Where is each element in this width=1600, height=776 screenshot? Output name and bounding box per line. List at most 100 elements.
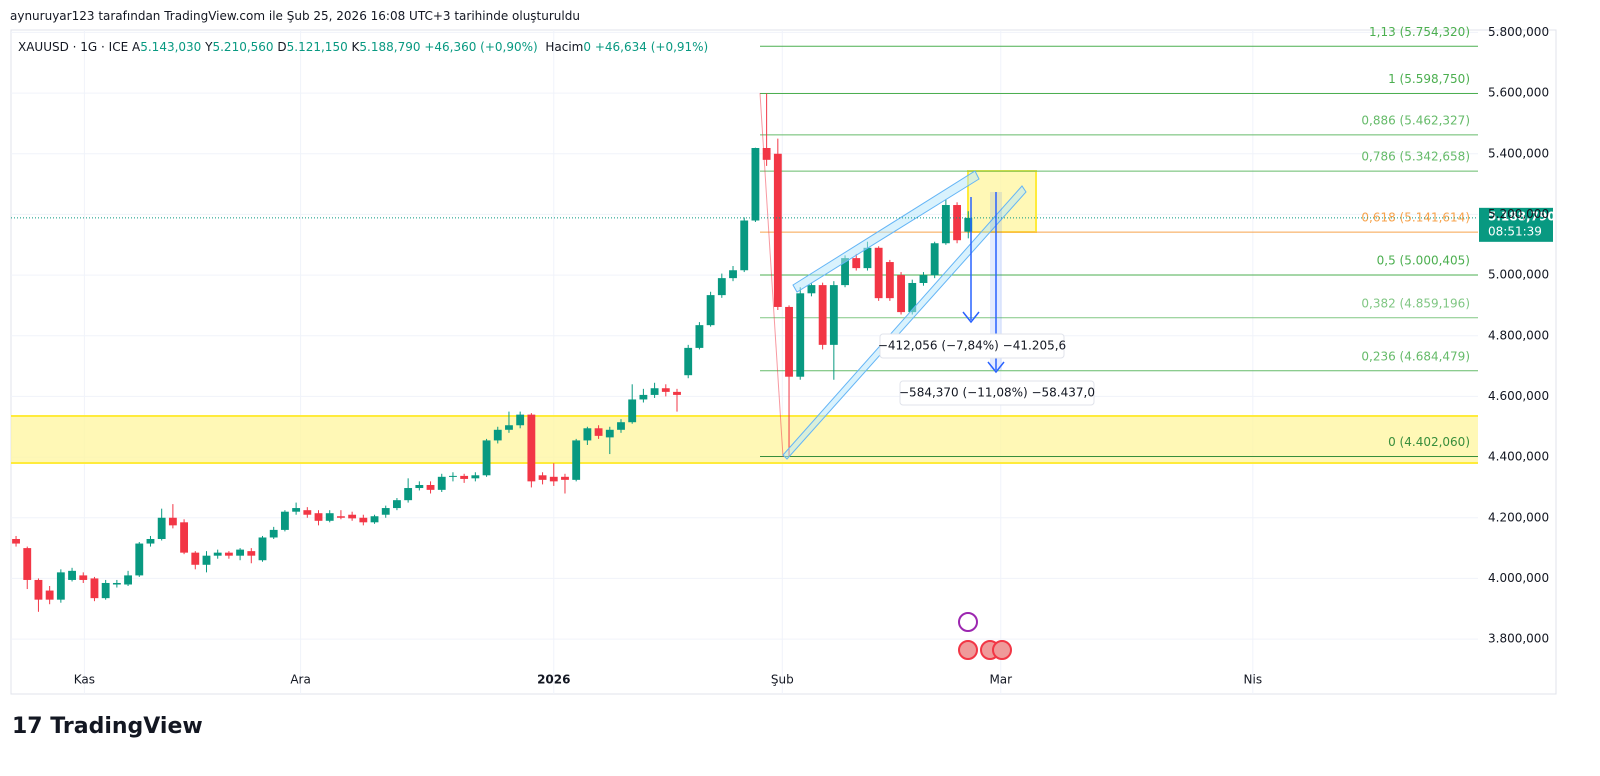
fib-label: 0,236 (4.684,479)	[1361, 349, 1470, 363]
candle-body	[628, 399, 637, 423]
candle-body	[852, 258, 861, 269]
fib-anchor	[759, 92, 784, 458]
candle-body	[829, 285, 838, 345]
fib-label: 0,5 (5.000,405)	[1377, 253, 1470, 267]
measure-box	[899, 380, 1095, 406]
candle-body	[964, 217, 973, 232]
y-tick-label: 5.200,000	[1488, 207, 1549, 221]
ohlc-label: Y	[205, 40, 213, 54]
candle-body	[79, 575, 88, 580]
y-tick-label: 5.400,000	[1488, 146, 1549, 160]
y-tick-label: 5.800,000	[1488, 25, 1549, 39]
target-zone	[967, 170, 1037, 233]
support-zone	[11, 416, 1478, 463]
candle-body	[583, 428, 592, 441]
candle-body	[785, 306, 793, 377]
ohlc-value: 5.121,150	[286, 40, 348, 54]
candle-body	[717, 278, 726, 296]
candle-body	[224, 552, 233, 556]
y-tick-label: 5.000,000	[1488, 268, 1549, 282]
candle-body	[930, 243, 939, 276]
candle-body	[213, 552, 222, 556]
ohlc-value: 5.210,560	[212, 40, 274, 54]
candle-body	[650, 388, 659, 395]
candle-body	[807, 285, 816, 294]
candle-body	[415, 485, 424, 489]
candle-body	[594, 428, 603, 436]
candle-body	[381, 508, 390, 515]
candle-body	[56, 572, 65, 600]
candle-body	[908, 282, 917, 313]
candle-body	[897, 275, 905, 313]
candle-body	[124, 575, 132, 585]
channel-lower	[782, 185, 1027, 460]
candle-body	[762, 147, 771, 160]
arrow-head	[962, 311, 980, 324]
candle-body	[796, 293, 805, 377]
candle-body	[527, 414, 536, 482]
measure-box	[879, 333, 1065, 359]
candle-body	[841, 258, 849, 286]
candle-body	[393, 500, 401, 509]
fib-label: 1,13 (5.754,320)	[1369, 25, 1470, 39]
candle-body	[740, 220, 749, 271]
candle-body	[516, 414, 525, 426]
candle-body	[191, 552, 200, 565]
candle-body	[471, 475, 480, 479]
channel-upper	[792, 170, 980, 293]
candle-body	[325, 513, 334, 521]
y-tick-label: 3.800,000	[1488, 632, 1549, 646]
ohlc-value: 5.188,790	[359, 40, 421, 54]
candle-body	[236, 549, 245, 556]
fib-label: 0 (4.402,060)	[1388, 435, 1470, 449]
candle-body	[258, 537, 267, 561]
candle-body	[695, 325, 704, 348]
candle-body	[482, 440, 491, 476]
measure-label: −412,056 (−7,84%) −41.205,6	[878, 339, 1066, 353]
candle-body	[101, 582, 110, 599]
candle-body	[449, 475, 457, 477]
candle-body	[493, 429, 502, 441]
ohlc-value: 5.143,030	[140, 40, 202, 54]
candle-body	[605, 429, 614, 438]
x-tick-label: Mar	[989, 673, 1012, 687]
candle-body	[885, 262, 894, 299]
candle-body	[729, 270, 737, 279]
volume-change: +46,634 (+0,91%)	[594, 40, 709, 54]
candle-body	[314, 513, 323, 521]
candle-body	[112, 582, 121, 585]
event-icon[interactable]	[958, 640, 978, 660]
frame	[10, 29, 1557, 695]
candle-body	[303, 510, 312, 515]
arrow-head	[987, 361, 1005, 374]
measure-label: −584,370 (−11,08%) −58.437,0	[899, 386, 1095, 400]
candle-body	[460, 475, 469, 479]
candle-body	[572, 440, 581, 480]
candle-body	[437, 476, 446, 490]
y-tick-label: 4.200,000	[1488, 510, 1549, 524]
candle-body	[404, 488, 413, 501]
candle-body	[874, 247, 883, 299]
event-icon[interactable]	[992, 640, 1012, 660]
candle-body	[90, 578, 99, 599]
candle-body	[45, 590, 54, 600]
legend: XAUUSD · 1G · ICE A5.143,030 Y5.210,560 …	[18, 40, 708, 54]
event-icon[interactable]	[958, 612, 978, 632]
candle-body	[773, 153, 782, 307]
event-icon[interactable]	[980, 640, 1000, 660]
ohlc-label: K	[351, 40, 360, 54]
y-tick-label: 4.000,000	[1488, 571, 1549, 585]
logo-text: TradingView	[50, 714, 202, 739]
candle-body	[941, 205, 950, 244]
candle-body	[23, 548, 32, 580]
candle-body	[673, 391, 681, 395]
candle-body	[359, 517, 368, 523]
volume-label: Hacim	[545, 40, 584, 54]
candle-body	[818, 285, 827, 345]
ohlc-label: D	[277, 40, 287, 54]
candle-body	[505, 425, 513, 430]
candle-body	[68, 570, 76, 580]
candle-body	[370, 516, 379, 523]
candle-body	[157, 517, 166, 539]
